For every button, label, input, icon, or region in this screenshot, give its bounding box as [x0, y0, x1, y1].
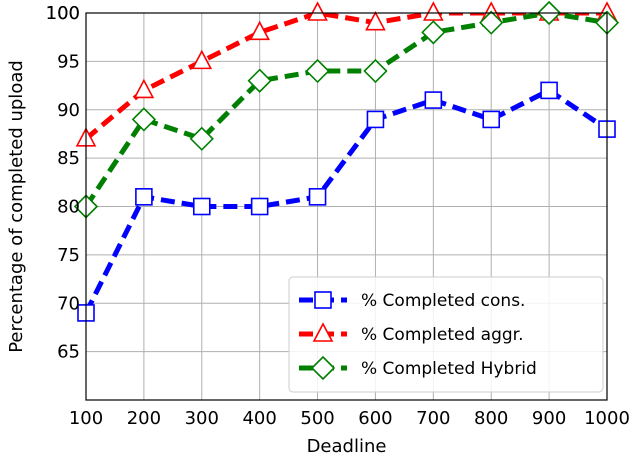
x-tick-label: 700: [416, 408, 450, 429]
data-point-square: [192, 197, 211, 216]
y-tick-label: 75: [57, 245, 80, 266]
data-point-square: [540, 81, 558, 100]
x-tick-label: 400: [242, 408, 276, 429]
legend-marker-triangle: [312, 322, 334, 342]
data-point-diamond: [247, 68, 272, 93]
tick-labels: 100 200 300 400 500 600 700 800 900 1000 65 70 75 80 8…: [46, 3, 630, 429]
data-point-square: [250, 197, 269, 216]
x-tick-label: 300: [185, 408, 219, 429]
x-tick-label: 200: [127, 408, 161, 429]
series-line-1: [86, 13, 607, 141]
x-tick-label: 100: [69, 408, 103, 429]
legend-entry-label: % Completed Hybrid: [361, 359, 537, 379]
data-point-triangle: [249, 20, 270, 41]
data-point-square: [482, 110, 501, 129]
y-tick-label: 100: [46, 3, 80, 24]
x-tick-label: 900: [532, 408, 566, 429]
x-tick-label: 600: [358, 408, 392, 429]
data-point-square: [135, 188, 153, 206]
data-point-triangle: [423, 1, 444, 21]
y-tick-label: 70: [57, 293, 80, 314]
y-tick-label: 100: [46, 3, 80, 24]
y-tick-label: 65: [57, 342, 80, 363]
data-point-diamond: [479, 10, 504, 35]
data-point-triangle: [365, 10, 386, 31]
x-axis-label: Deadline: [307, 436, 387, 457]
marker-layer: [73, 0, 620, 322]
data-point-diamond: [131, 107, 157, 132]
y-tick-label: 80: [57, 197, 80, 218]
legend-entry-label: % Completed aggr.: [361, 325, 524, 345]
series-layer: [86, 13, 607, 315]
data-point-square: [366, 110, 385, 129]
data-point-square: [308, 188, 327, 206]
plot-frame: [85, 12, 608, 401]
data-point-diamond: [363, 58, 388, 84]
series-line-2: [86, 13, 607, 208]
legend: % Completed cons. % Completed aggr. % Comp…: [288, 276, 604, 393]
x-tick-label: 800: [474, 408, 508, 429]
y-tick-label: 95: [57, 51, 80, 72]
series-line-0: [86, 87, 607, 315]
data-point-diamond: [189, 126, 214, 151]
data-point-triangle: [191, 49, 213, 70]
data-point-diamond: [305, 58, 330, 84]
legend-marker-square: [314, 291, 332, 309]
legend-marker-diamond: [310, 355, 336, 381]
x-tick-label: 1000: [584, 408, 630, 429]
x-tick-label: 500: [300, 408, 334, 429]
data-point-triangle: [133, 78, 155, 99]
y-tick-label: 85: [57, 148, 80, 169]
data-point-square: [424, 91, 443, 109]
legend-entry-label: % Completed cons.: [361, 291, 525, 311]
y-tick-label: 90: [57, 100, 80, 121]
data-point-diamond: [421, 20, 446, 45]
y-axis-label: Percentage of completed upload: [6, 60, 27, 353]
data-point-triangle: [307, 1, 328, 21]
legend-box: [288, 276, 604, 393]
